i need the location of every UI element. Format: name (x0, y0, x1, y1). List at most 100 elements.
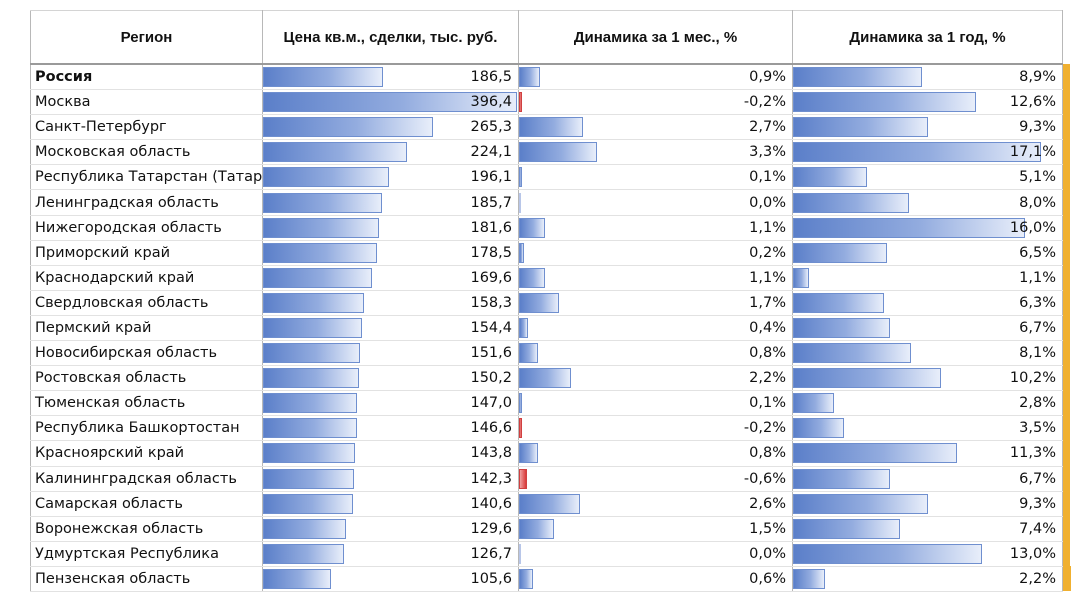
price-cell[interactable]: 140,6 (262, 491, 519, 517)
year-dynamics-cell[interactable]: 6,5% (792, 240, 1063, 266)
year-dynamics-cell[interactable]: 17,1% (792, 139, 1063, 166)
price-cell[interactable]: 143,8 (262, 440, 519, 467)
month-dynamics-cell[interactable]: 1,7% (518, 290, 793, 316)
year-dynamics-cell[interactable]: 9,3% (792, 491, 1063, 517)
price-cell[interactable]: 196,1 (262, 164, 519, 191)
price-cell[interactable]: 224,1 (262, 139, 519, 166)
region-cell[interactable]: Нижегородская область (30, 215, 263, 241)
year-dynamics-cell[interactable]: 12,6% (792, 89, 1063, 116)
region-cell[interactable]: Воронежская область (30, 516, 263, 542)
table-row[interactable]: Московская область 224,1 3,3% 17,1% (30, 139, 1071, 166)
month-dynamics-cell[interactable]: 0,0% (518, 189, 793, 216)
region-cell[interactable]: Краснодарский край (30, 265, 263, 291)
table-row[interactable]: Приморский край 178,5 0,2% 6,5% (30, 240, 1071, 266)
month-dynamics-cell[interactable]: 0,4% (518, 315, 793, 342)
month-dynamics-cell[interactable]: 2,2% (518, 365, 793, 392)
month-dynamics-cell[interactable]: 1,1% (518, 215, 793, 241)
month-dynamics-cell[interactable]: 3,3% (518, 139, 793, 166)
price-cell[interactable]: 158,3 (262, 290, 519, 316)
region-cell[interactable]: Приморский край (30, 240, 263, 266)
year-dynamics-cell[interactable]: 6,7% (792, 466, 1063, 492)
month-dynamics-cell[interactable]: 1,5% (518, 516, 793, 542)
year-dynamics-cell[interactable]: 8,1% (792, 340, 1063, 367)
year-dynamics-cell[interactable]: 10,2% (792, 365, 1063, 392)
month-dynamics-cell[interactable]: -0,2% (518, 415, 793, 442)
region-cell[interactable]: Республика Татарстан (Татар (30, 164, 263, 191)
table-row[interactable]: Самарская область 140,6 2,6% 9,3% (30, 491, 1071, 517)
month-dynamics-cell[interactable]: 2,7% (518, 114, 793, 141)
region-cell[interactable]: Свердловская область (30, 290, 263, 316)
region-cell[interactable]: Санкт-Петербург (30, 114, 263, 141)
year-dynamics-cell[interactable]: 5,1% (792, 164, 1063, 191)
year-dynamics-cell[interactable]: 2,8% (792, 390, 1063, 417)
price-cell[interactable]: 146,6 (262, 415, 519, 442)
year-dynamics-cell[interactable]: 6,7% (792, 315, 1063, 342)
month-dynamics-cell[interactable]: 1,1% (518, 265, 793, 291)
region-cell[interactable]: Калининградская область (30, 466, 263, 492)
year-dynamics-cell[interactable]: 9,3% (792, 114, 1063, 141)
table-row[interactable]: Москва 396,4 -0,2% 12,6% (30, 89, 1071, 116)
table-row[interactable]: Свердловская область 158,3 1,7% 6,3% (30, 290, 1071, 316)
region-cell[interactable]: Самарская область (30, 491, 263, 517)
table-row[interactable]: Новосибирская область 151,6 0,8% 8,1% (30, 340, 1071, 367)
header-price[interactable]: Цена кв.м., сделки, тыс. руб. (262, 10, 519, 65)
month-dynamics-cell[interactable]: -0,2% (518, 89, 793, 116)
price-cell[interactable]: 396,4 (262, 89, 519, 116)
region-cell[interactable]: Красноярский край (30, 440, 263, 467)
table-row[interactable]: Республика Татарстан (Татар 196,1 0,1% 5,1% (30, 164, 1071, 191)
region-cell[interactable]: Московская область (30, 139, 263, 166)
month-dynamics-cell[interactable]: 0,8% (518, 340, 793, 367)
year-dynamics-cell[interactable]: 16,0% (792, 215, 1063, 241)
price-cell[interactable]: 185,7 (262, 189, 519, 216)
year-dynamics-cell[interactable]: 8,0% (792, 189, 1063, 216)
month-dynamics-cell[interactable]: -0,6% (518, 466, 793, 492)
price-cell[interactable]: 265,3 (262, 114, 519, 141)
table-row[interactable]: Россия 186,5 0,9% 8,9% (30, 64, 1071, 91)
region-cell[interactable]: Москва (30, 89, 263, 116)
year-dynamics-cell[interactable]: 1,1% (792, 265, 1063, 291)
price-cell[interactable]: 126,7 (262, 541, 519, 567)
price-cell[interactable]: 178,5 (262, 240, 519, 266)
price-cell[interactable]: 186,5 (262, 64, 519, 91)
header-region[interactable]: Регион (30, 10, 263, 65)
month-dynamics-cell[interactable]: 0,1% (518, 164, 793, 191)
year-dynamics-cell[interactable]: 3,5% (792, 415, 1063, 442)
region-cell[interactable]: Россия (30, 64, 263, 91)
month-dynamics-cell[interactable]: 0,9% (518, 64, 793, 91)
month-dynamics-cell[interactable]: 0,8% (518, 440, 793, 467)
table-row[interactable]: Тюменская область 147,0 0,1% 2,8% (30, 390, 1071, 417)
table-row[interactable]: Калининградская область 142,3 -0,6% 6,7% (30, 466, 1071, 492)
price-cell[interactable]: 181,6 (262, 215, 519, 241)
month-dynamics-cell[interactable]: 0,6% (518, 566, 793, 592)
price-cell[interactable]: 129,6 (262, 516, 519, 542)
price-cell[interactable]: 151,6 (262, 340, 519, 367)
region-cell[interactable]: Республика Башкортостан (30, 415, 263, 442)
table-row[interactable]: Пермский край 154,4 0,4% 6,7% (30, 315, 1071, 342)
year-dynamics-cell[interactable]: 7,4% (792, 516, 1063, 542)
region-cell[interactable]: Новосибирская область (30, 340, 263, 367)
table-row[interactable]: Ленинградская область 185,7 0,0% 8,0% (30, 189, 1071, 216)
price-cell[interactable]: 105,6 (262, 566, 519, 592)
price-cell[interactable]: 154,4 (262, 315, 519, 342)
table-row[interactable]: Пензенская область 105,6 0,6% 2,2% (30, 566, 1071, 592)
year-dynamics-cell[interactable]: 6,3% (792, 290, 1063, 316)
region-cell[interactable]: Ленинградская область (30, 189, 263, 216)
table-row[interactable]: Воронежская область 129,6 1,5% 7,4% (30, 516, 1071, 542)
header-month-dynamics[interactable]: Динамика за 1 мес., % (518, 10, 793, 65)
month-dynamics-cell[interactable]: 0,2% (518, 240, 793, 266)
year-dynamics-cell[interactable]: 2,2% (792, 566, 1063, 592)
table-row[interactable]: Краснодарский край 169,6 1,1% 1,1% (30, 265, 1071, 291)
price-cell[interactable]: 169,6 (262, 265, 519, 291)
region-cell[interactable]: Тюменская область (30, 390, 263, 417)
table-row[interactable]: Санкт-Петербург 265,3 2,7% 9,3% (30, 114, 1071, 141)
header-year-dynamics[interactable]: Динамика за 1 год, % (792, 10, 1063, 65)
price-cell[interactable]: 142,3 (262, 466, 519, 492)
year-dynamics-cell[interactable]: 11,3% (792, 440, 1063, 467)
month-dynamics-cell[interactable]: 0,0% (518, 541, 793, 567)
price-cell[interactable]: 147,0 (262, 390, 519, 417)
table-row[interactable]: Нижегородская область 181,6 1,1% 16,0% (30, 215, 1071, 241)
region-cell[interactable]: Удмуртская Республика (30, 541, 263, 567)
region-cell[interactable]: Пензенская область (30, 566, 263, 592)
year-dynamics-cell[interactable]: 8,9% (792, 64, 1063, 91)
table-row[interactable]: Ростовская область 150,2 2,2% 10,2% (30, 365, 1071, 392)
